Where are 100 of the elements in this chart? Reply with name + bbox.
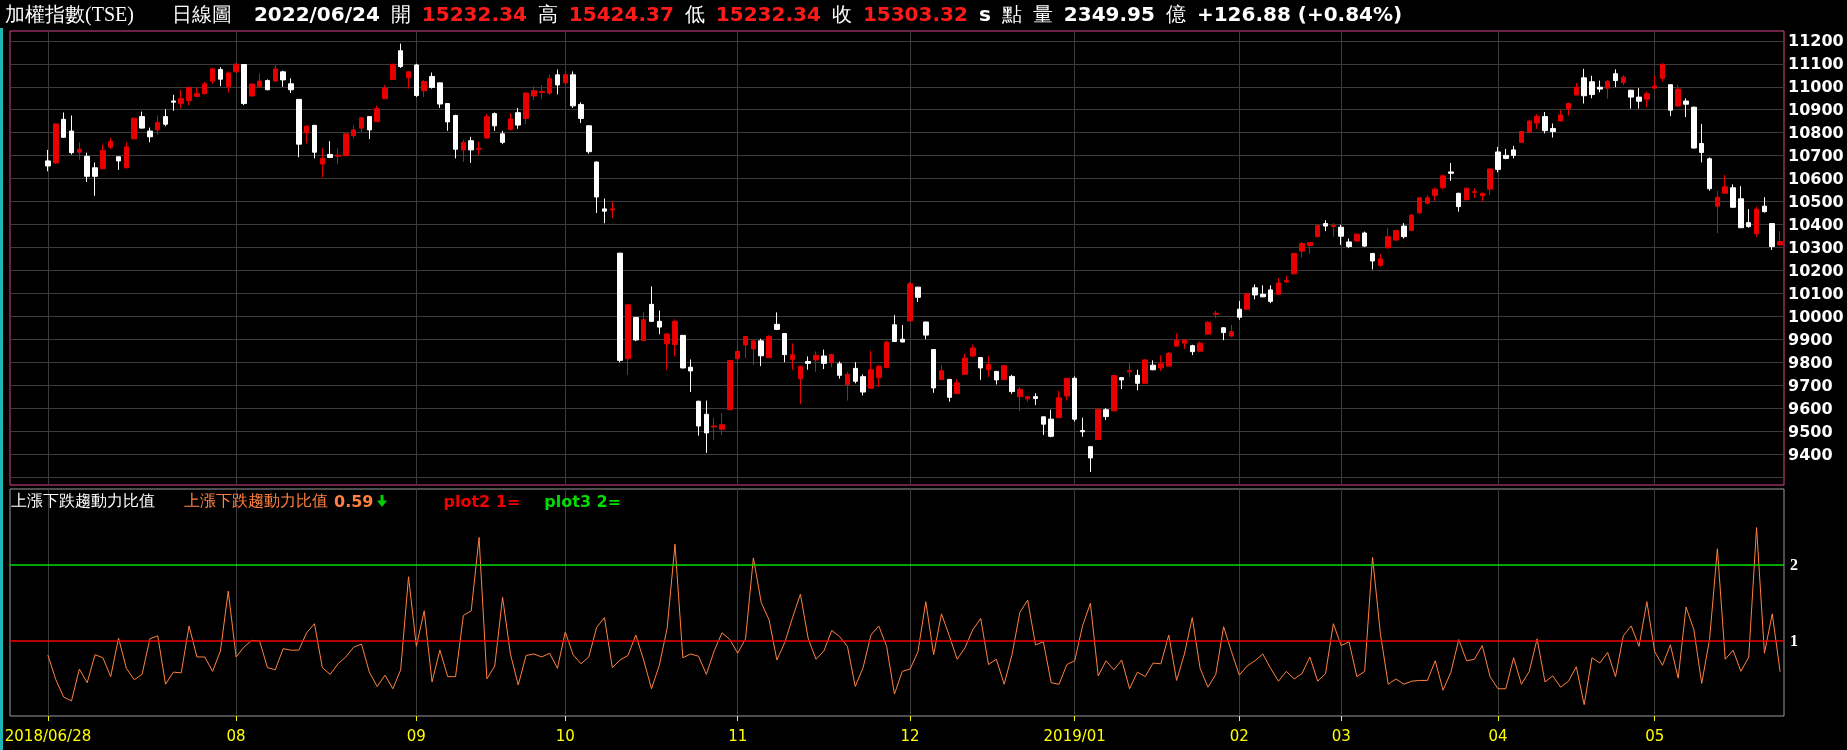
y-tick-label: 10000 [1788, 306, 1844, 326]
candlestick [1072, 375, 1077, 422]
candlestick [1762, 196, 1767, 214]
text: 15232.34 [715, 2, 821, 26]
candlestick [1456, 192, 1461, 213]
candlestick [421, 79, 427, 98]
candlestick [61, 111, 66, 139]
candlestick [233, 62, 239, 73]
candlestick [359, 116, 364, 133]
x-tick-label: 12 [900, 726, 920, 745]
candlestick [907, 281, 913, 322]
candlestick [1331, 222, 1336, 238]
candlestick [1636, 87, 1642, 110]
candlestick [280, 70, 286, 88]
candlestick [45, 149, 51, 172]
candlestick [1276, 277, 1281, 296]
candlestick [813, 350, 819, 373]
candlestick [226, 70, 231, 94]
candlestick [1158, 354, 1164, 372]
candlestick [1511, 145, 1516, 159]
candlestick [1519, 130, 1524, 144]
ref-line-label: plot3 2= [544, 491, 622, 511]
candlestick [1205, 320, 1211, 336]
candlestick [461, 139, 466, 163]
candlestick [751, 339, 756, 366]
line-series [47, 527, 1781, 706]
chart-subtitle: 日線圖 [171, 0, 232, 28]
candlestick [508, 112, 513, 131]
candlestick [939, 364, 944, 381]
candlestick [100, 144, 106, 170]
candlestick [108, 137, 113, 150]
candlestick [704, 400, 709, 454]
candlestick [453, 114, 458, 159]
candlestick [1480, 192, 1485, 202]
y-tick-label: 11100 [1788, 54, 1844, 74]
y-tick-label: 10500 [1788, 192, 1844, 212]
text: 15232.34 [421, 2, 527, 26]
candlestick [1730, 183, 1736, 209]
y-tick-label: 10700 [1788, 146, 1844, 166]
candlestick [868, 350, 874, 390]
candlestick [171, 94, 176, 112]
candlestick [1691, 106, 1697, 150]
candlestick [155, 114, 160, 136]
candlestick [1574, 82, 1579, 96]
candlestick [1041, 416, 1046, 436]
x-tick-label: 05 [1645, 726, 1665, 745]
candlestick [790, 342, 795, 371]
candlestick [735, 345, 740, 377]
candlestick [241, 63, 247, 106]
candlestick [743, 335, 748, 359]
candlestick [1675, 84, 1681, 108]
y-tick-label: 1 [1790, 631, 1798, 649]
candlestick [515, 107, 521, 130]
candlestick [1197, 341, 1203, 353]
candlestick [1699, 123, 1704, 163]
candlestick [1668, 83, 1673, 117]
text: 2349.95 [1063, 2, 1155, 26]
candlestick [664, 332, 670, 371]
candlestick [382, 84, 388, 100]
candlestick [1166, 351, 1172, 367]
candlestick [1142, 358, 1148, 385]
candlestick [594, 160, 599, 214]
x-tick-label: 09 [406, 726, 426, 745]
candlestick [1025, 395, 1030, 403]
candlestick [657, 310, 662, 335]
candlestick [845, 371, 850, 402]
candlestick [923, 321, 929, 340]
candlestick [1644, 91, 1650, 108]
candlestick [131, 116, 137, 140]
candlestick [837, 361, 842, 380]
candlestick [186, 86, 192, 106]
candlestick [1472, 187, 1477, 199]
candlestick [1527, 119, 1532, 135]
candlestick [1715, 190, 1720, 234]
candlestick [445, 102, 450, 132]
candlestick [390, 63, 396, 81]
candlestick [139, 111, 145, 130]
candlestick [1597, 80, 1603, 93]
candlestick [1605, 79, 1610, 100]
candlestick [1581, 68, 1587, 105]
candlestick [1378, 253, 1383, 268]
candlestick [492, 111, 497, 132]
candlestick [1448, 162, 1454, 182]
candlestick [1111, 374, 1117, 412]
candlestick [1064, 377, 1070, 402]
candlestick [1174, 333, 1179, 348]
candlestick [1503, 148, 1509, 160]
text: 2022/06/24 [253, 2, 380, 26]
candlestick [555, 69, 560, 95]
candlestick [296, 98, 302, 158]
candlestick [163, 108, 168, 127]
candlestick [1628, 89, 1634, 110]
text: 上漲下跌趨動力比值 [184, 490, 328, 512]
candlestick [1542, 111, 1548, 134]
candlestick [1307, 241, 1313, 255]
candlestick [351, 124, 356, 139]
text: 高 [537, 0, 558, 28]
candlestick [1777, 230, 1783, 246]
candlestick [876, 364, 882, 388]
candlestick [994, 370, 999, 385]
